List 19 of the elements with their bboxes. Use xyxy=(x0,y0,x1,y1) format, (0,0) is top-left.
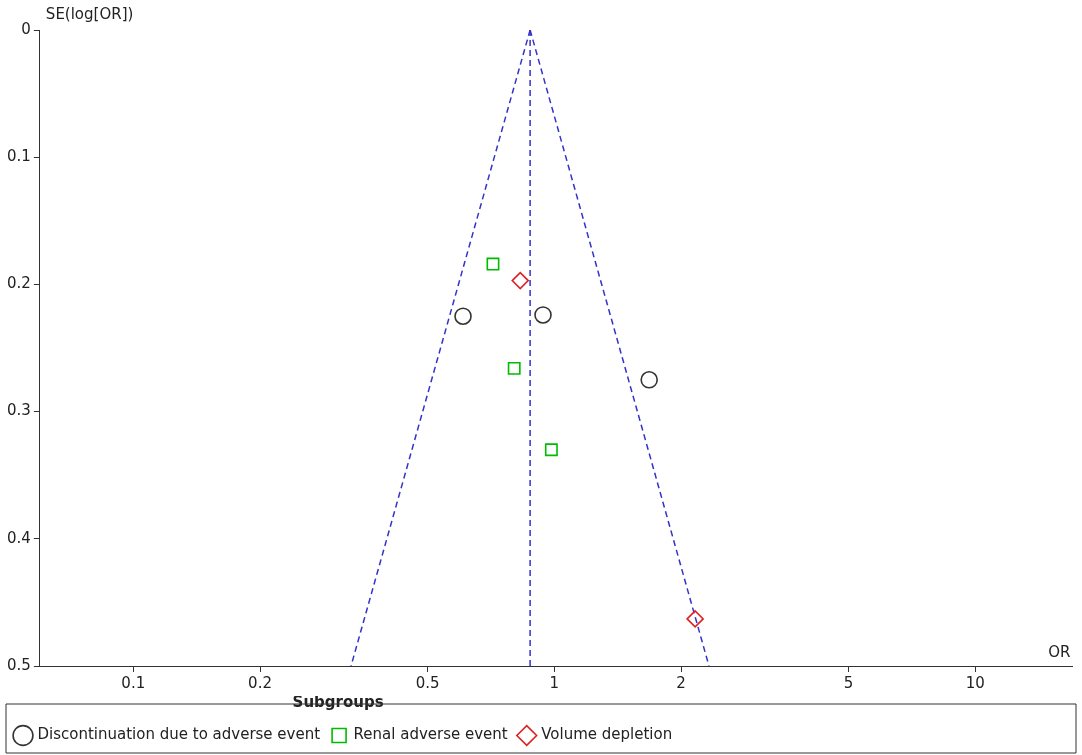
x-tick-label: 0.1 xyxy=(121,673,146,692)
y-tick-label: 0.5 xyxy=(7,655,31,674)
y-tick-label: 0.3 xyxy=(7,401,31,420)
x-tick-label: 0.2 xyxy=(248,673,272,692)
legend-label: Discontinuation due to adverse event xyxy=(37,725,321,744)
y-tick-label: 0.2 xyxy=(7,274,31,293)
x-tick-label: 10 xyxy=(965,673,985,692)
x-tick-label: 1 xyxy=(549,673,560,692)
legend-title: Subgroups xyxy=(292,693,384,712)
y-tick-label: 0.4 xyxy=(7,528,31,547)
y-axis-title: SE(log[OR]) xyxy=(45,5,134,24)
y-tick-label: 0 xyxy=(21,19,31,38)
y-tick-label: 0.1 xyxy=(7,147,31,166)
legend-label: Volume depletion xyxy=(541,725,673,744)
x-tick-label: 2 xyxy=(676,673,686,692)
x-tick-label: 0.5 xyxy=(415,673,440,692)
x-axis-title: OR xyxy=(1048,643,1071,662)
legend-label: Renal adverse event xyxy=(353,725,508,744)
x-tick-label: 5 xyxy=(843,673,854,692)
